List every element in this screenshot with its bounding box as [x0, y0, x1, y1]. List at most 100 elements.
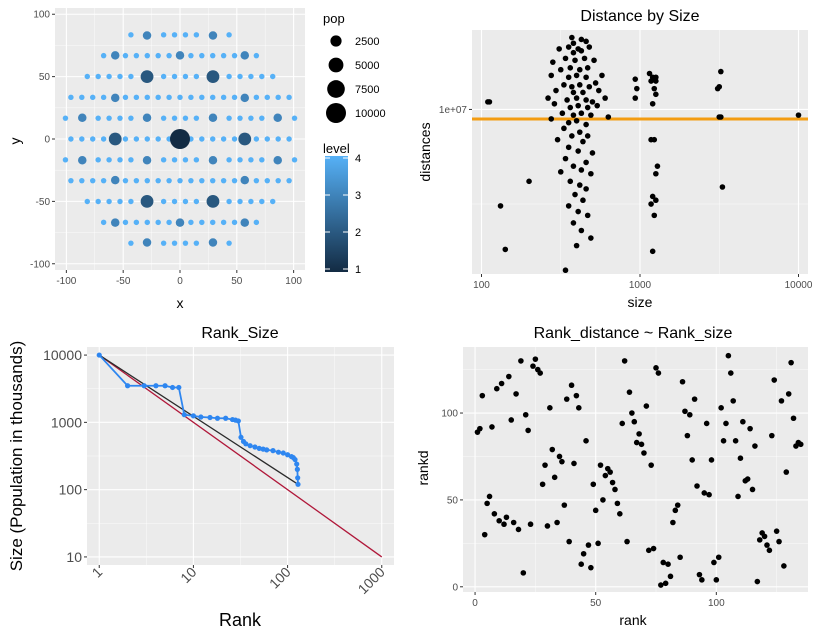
- point-level3: [208, 155, 218, 165]
- series-point: [264, 447, 270, 453]
- data-point: [737, 455, 744, 462]
- point-level4: [188, 94, 194, 101]
- point-level4: [166, 219, 172, 226]
- data-point: [718, 114, 724, 120]
- data-point: [567, 65, 574, 71]
- point-level4: [117, 73, 123, 80]
- level-color-legend: level 1 2 3 4: [323, 141, 361, 276]
- data-point: [667, 573, 674, 580]
- x-tick-label: 0: [177, 276, 183, 287]
- point-level4: [160, 240, 167, 246]
- point-level4: [68, 136, 74, 142]
- data-point: [539, 481, 546, 488]
- series-point: [295, 481, 301, 487]
- data-point: [749, 486, 756, 493]
- point-level3: [78, 155, 87, 165]
- point-level4: [248, 157, 254, 163]
- data-point: [571, 460, 577, 467]
- panel-br-x-ticks: 0 50 100: [472, 592, 725, 609]
- data-point: [520, 570, 527, 576]
- point-level4: [226, 73, 232, 80]
- data-point: [619, 420, 626, 427]
- point-level2: [140, 70, 154, 84]
- data-point: [597, 462, 604, 468]
- data-point: [591, 57, 597, 64]
- data-point: [649, 193, 656, 200]
- point-level4: [171, 240, 178, 246]
- y-tick-label: 100: [59, 482, 83, 498]
- data-point: [570, 112, 577, 118]
- point-level4: [122, 177, 129, 184]
- series-point: [275, 449, 282, 455]
- point-level4: [79, 94, 85, 101]
- data-point: [567, 104, 574, 111]
- data-point: [584, 65, 591, 71]
- point-level4: [144, 219, 150, 226]
- point-level4: [193, 115, 200, 121]
- y-tick-label: 10: [66, 549, 82, 565]
- y-tick-label: 100: [441, 409, 458, 420]
- data-point: [730, 398, 737, 404]
- data-point: [583, 38, 589, 45]
- y-tick-label: 0: [44, 135, 50, 146]
- data-point: [756, 537, 763, 543]
- point-level3: [208, 31, 218, 40]
- panel-tl-xlabel: x: [177, 295, 184, 311]
- data-point: [600, 497, 606, 503]
- data-point: [550, 59, 556, 65]
- data-point: [537, 370, 544, 376]
- point-level4: [291, 157, 298, 163]
- pop-legend-title: pop: [323, 11, 345, 26]
- data-point: [575, 208, 581, 215]
- data-point: [567, 178, 574, 185]
- point-level4: [128, 115, 134, 121]
- point-level4: [166, 177, 172, 184]
- data-point: [788, 359, 794, 366]
- data-point: [653, 365, 659, 371]
- data-point: [481, 531, 488, 538]
- point-level2: [238, 132, 252, 146]
- data-point: [580, 89, 586, 96]
- point-level3: [240, 175, 250, 185]
- data-point: [612, 486, 618, 493]
- panel-bl-ylabel: Size (Population in thousands): [7, 341, 26, 572]
- point-level4: [259, 115, 265, 121]
- data-point: [727, 370, 734, 376]
- data-point: [548, 72, 555, 79]
- point-level4: [84, 73, 90, 80]
- point-level4: [155, 136, 161, 142]
- point-level4: [106, 198, 112, 205]
- point-level4: [253, 219, 260, 226]
- series-point: [176, 384, 182, 391]
- panel-br-title: Rank_distance ~ Rank_size: [534, 325, 733, 342]
- point-level4: [248, 73, 254, 80]
- data-point: [493, 385, 500, 392]
- data-point: [557, 66, 564, 73]
- y-tick-label: 50: [447, 495, 459, 506]
- series-point: [207, 414, 213, 421]
- data-point: [797, 441, 804, 448]
- data-point: [496, 517, 502, 524]
- panel-br-y-ticks: 0 50 100: [441, 409, 463, 593]
- point-level4: [133, 136, 140, 142]
- pop-legend-label: 2500: [355, 36, 379, 48]
- pop-legend-label: 10000: [355, 108, 386, 120]
- data-point: [684, 432, 691, 439]
- point-level4: [210, 219, 216, 226]
- level-legend-label: 4: [355, 153, 361, 165]
- point-level4: [231, 177, 238, 184]
- point-level4: [210, 177, 216, 184]
- data-point: [711, 559, 717, 566]
- data-point: [589, 150, 596, 156]
- point-level4: [199, 177, 205, 184]
- point-level4: [144, 177, 150, 184]
- x-tick-label: -100: [56, 276, 76, 287]
- pop-legend-label: 5000: [355, 60, 379, 72]
- data-point: [556, 46, 562, 52]
- point-level1: [170, 129, 190, 149]
- data-point: [670, 519, 676, 526]
- x-tick-label: 10000: [785, 280, 813, 291]
- point-level4: [264, 177, 270, 184]
- x-tick-label: 100: [708, 598, 725, 609]
- point-level4: [286, 94, 292, 101]
